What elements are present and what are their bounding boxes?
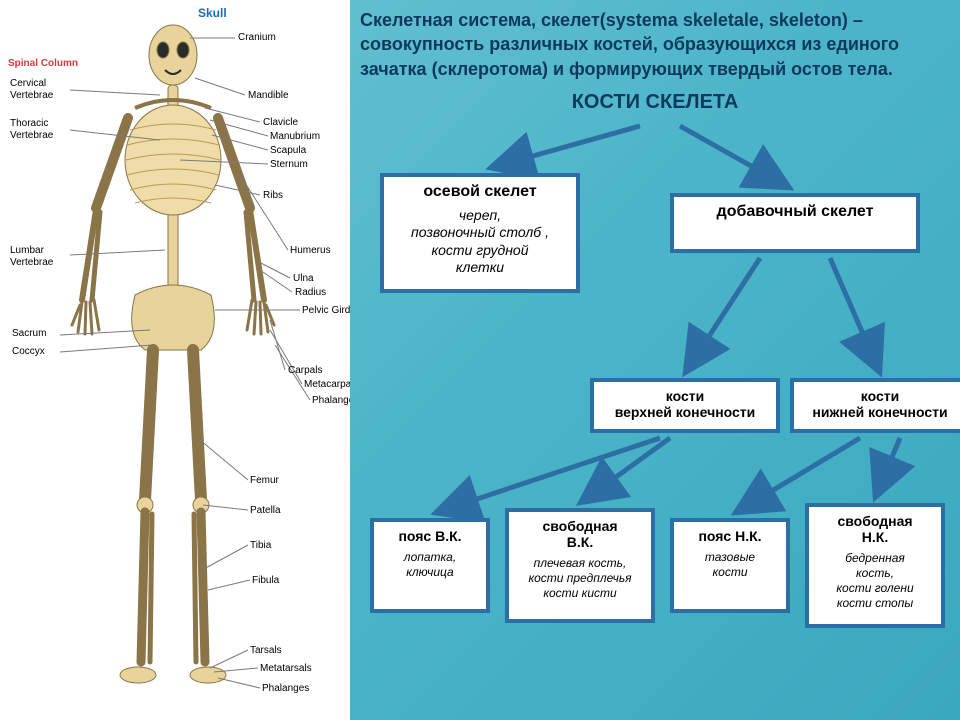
label-metacarpals: Metacarpals bbox=[304, 379, 350, 390]
box-upper_girdle: пояс В.К. лопатка,ключица bbox=[370, 518, 490, 613]
label-skull-title: Skull bbox=[198, 6, 227, 20]
definition-text: Скелетная система, скелет(systema skelet… bbox=[360, 8, 950, 81]
box-title: костиверхней конечности bbox=[602, 388, 768, 420]
box-title: пояс Н.К. bbox=[682, 528, 778, 544]
label-lumbar: Lumbar bbox=[10, 245, 44, 256]
label-fibula: Fibula bbox=[252, 575, 279, 586]
label-patella: Patella bbox=[250, 505, 281, 516]
box-title: пояс В.К. bbox=[382, 528, 478, 544]
label-sacrum: Sacrum bbox=[12, 328, 46, 339]
label-thoracic2: Vertebrae bbox=[10, 130, 53, 141]
box-upper_free: свободнаяВ.К. плечевая кость,кости предпл… bbox=[505, 508, 655, 623]
label-femur: Femur bbox=[250, 475, 279, 486]
label-clavicle: Clavicle bbox=[263, 117, 298, 128]
box-appendicular: добавочный скелет bbox=[670, 193, 920, 253]
box-title: свободнаяН.К. bbox=[817, 513, 933, 545]
label-cervical: Cervical bbox=[10, 78, 46, 89]
label-phalanges-foot: Phalanges bbox=[262, 683, 309, 694]
label-tarsals: Tarsals bbox=[250, 645, 282, 656]
box-title: свободнаяВ.К. bbox=[517, 518, 643, 550]
label-pelvic: Pelvic Girdle bbox=[302, 305, 350, 316]
skeleton-diagram-panel: Skull Cranium Mandible Clavicle Manubriu… bbox=[0, 0, 350, 720]
box-title: костинижней конечности bbox=[802, 388, 958, 420]
box-upper: костиверхней конечности bbox=[590, 378, 780, 433]
box-lower: костинижней конечности bbox=[790, 378, 960, 433]
section-title: КОСТИ СКЕЛЕТА bbox=[360, 91, 950, 114]
label-humerus: Humerus bbox=[290, 245, 331, 256]
label-thoracic: Thoracic bbox=[10, 118, 48, 129]
label-coccyx: Coccyx bbox=[12, 346, 45, 357]
box-sub: череп,позвоночный столб ,кости груднойкл… bbox=[392, 207, 568, 277]
box-sub: плечевая кость,кости предплечьякости кис… bbox=[517, 556, 643, 601]
content-panel: Скелетная система, скелет(systema skelet… bbox=[360, 8, 950, 678]
box-title: осевой скелет bbox=[392, 183, 568, 201]
box-sub: бедреннаякость,кости голеникости стопы bbox=[817, 551, 933, 611]
label-cervical2: Vertebrae bbox=[10, 90, 53, 101]
label-manubrium: Manubrium bbox=[270, 131, 320, 142]
label-cranium: Cranium bbox=[238, 32, 276, 43]
flowchart: осевой скелет череп,позвоночный столб ,ко… bbox=[360, 118, 940, 678]
box-sub: лопатка,ключица bbox=[382, 550, 478, 580]
skeleton-svg bbox=[0, 0, 350, 720]
label-ribs: Ribs bbox=[263, 190, 283, 201]
label-carpals: Carpals bbox=[288, 365, 322, 376]
box-axial: осевой скелет череп,позвоночный столб ,ко… bbox=[380, 173, 580, 293]
box-title: добавочный скелет bbox=[682, 203, 908, 221]
label-scapula: Scapula bbox=[270, 145, 306, 156]
label-phalanges-hand: Phalanges bbox=[312, 395, 350, 406]
box-sub: тазовыекости bbox=[682, 550, 778, 580]
label-lumbar2: Vertebrae bbox=[10, 257, 53, 268]
label-sternum: Sternum bbox=[270, 159, 308, 170]
box-lower_girdle: пояс Н.К. тазовыекости bbox=[670, 518, 790, 613]
label-ulna: Ulna bbox=[293, 273, 314, 284]
label-metatarsals: Metatarsals bbox=[260, 663, 312, 674]
label-spinal-title: Spinal Column bbox=[8, 58, 78, 69]
label-tibia: Tibia bbox=[250, 540, 271, 551]
label-mandible: Mandible bbox=[248, 90, 289, 101]
box-lower_free: свободнаяН.К. бедреннаякость,кости голени… bbox=[805, 503, 945, 628]
label-radius: Radius bbox=[295, 287, 326, 298]
